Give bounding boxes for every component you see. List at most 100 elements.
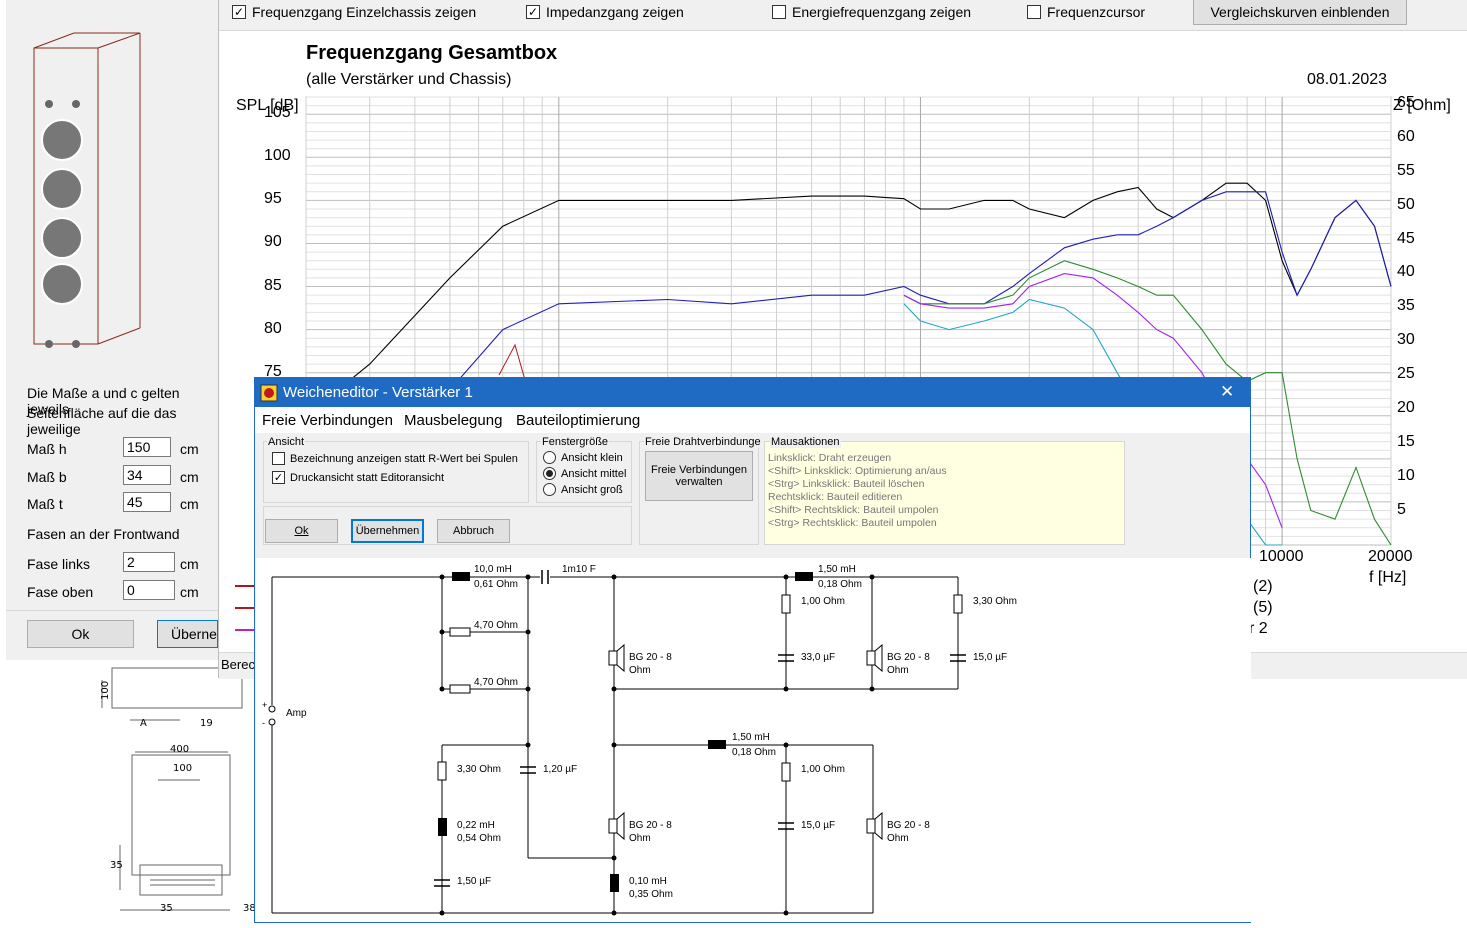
manage-connections-button[interactable]: Freie Verbindungen verwalten xyxy=(645,451,753,501)
ansicht-group xyxy=(263,441,529,503)
l1-r: 0,61 Ohm xyxy=(474,579,518,590)
info-line-2: Seitenfläche auf die das jeweilige xyxy=(27,405,177,437)
inductor-l2 xyxy=(438,818,447,836)
mass-t-input[interactable] xyxy=(123,492,171,512)
checkbox-icon[interactable] xyxy=(272,452,285,465)
mass-t-unit: cm xyxy=(180,496,199,512)
y2-tick: 65 xyxy=(1397,93,1415,111)
app-icon xyxy=(260,384,278,402)
mass-h-unit: cm xyxy=(180,441,199,457)
radio-gross[interactable]: Ansicht groß xyxy=(543,483,623,496)
y-tick: 90 xyxy=(264,233,282,251)
radio-klein-label: Ansicht klein xyxy=(561,451,623,464)
dim-19: 19 xyxy=(200,718,213,729)
dim-35a: 35 xyxy=(110,860,123,871)
cb-einzelchassis[interactable]: ✓ Frequenzgang Einzelchassis zeigen xyxy=(232,4,476,20)
radio-selected-icon[interactable] xyxy=(543,467,556,480)
c6-value: 15,0 µF xyxy=(801,820,835,831)
radio-mittel[interactable]: Ansicht mittel xyxy=(543,467,626,480)
spk2-line2: Ohm xyxy=(629,833,651,844)
opt-druckansicht[interactable]: ✓ Druckansicht statt Editoransicht xyxy=(272,471,444,484)
legend-swatch-2 xyxy=(235,607,255,609)
checkbox-icon[interactable] xyxy=(772,5,786,19)
y-tick: 80 xyxy=(264,319,282,337)
fase-links-label: Fase links xyxy=(27,556,91,572)
menu-bauteiloptimierung[interactable]: Bauteiloptimierung xyxy=(516,412,641,429)
y2-tick: 5 xyxy=(1397,501,1406,519)
cb-cursor[interactable]: Frequenzcursor xyxy=(1027,4,1145,20)
circuit-svg: +- Amp 10,0 mH 0,61 Ohm 1m10 F 4,70 Ohm … xyxy=(262,564,1017,916)
spk3-line2: Ohm xyxy=(887,665,909,676)
editor-cancel-button[interactable]: Abbruch xyxy=(437,519,510,543)
fase-oben-label: Fase oben xyxy=(27,584,94,600)
y2-tick: 15 xyxy=(1397,433,1415,451)
r3-value: 3,30 Ohm xyxy=(457,764,501,775)
cb-energie[interactable]: Energiefrequenzgang zeigen xyxy=(772,4,971,20)
opt-bezeichnung[interactable]: Bezeichnung anzeigen statt R-Wert bei Sp… xyxy=(272,452,518,465)
maus-line: <Strg> Linksklick: Bauteil löschen xyxy=(768,478,925,490)
dim-100a: 100 xyxy=(100,681,111,700)
l3-r: 0,35 Ohm xyxy=(629,889,673,900)
mass-t-label: Maß t xyxy=(27,496,63,512)
ok-button[interactable]: Ok xyxy=(27,620,134,648)
drawing-svg: 100 A 19 400 100 35 35 38 xyxy=(100,667,256,914)
cb-impedanz[interactable]: ✓ Impedanzgang zeigen xyxy=(526,4,684,20)
radio-icon[interactable] xyxy=(543,483,556,496)
spk3-line1: BG 20 - 8 xyxy=(887,652,930,663)
y-tick: 75 xyxy=(264,362,282,380)
series-line-1 xyxy=(369,191,1392,486)
l5-r: 0,18 Ohm xyxy=(732,747,776,758)
l4-r: 0,18 Ohm xyxy=(818,579,862,590)
inductor-l4 xyxy=(795,572,813,581)
radio-klein[interactable]: Ansicht klein xyxy=(543,451,623,464)
circuit-canvas[interactable]: + - Amp 10,0 mH 0,61 Ohm 1m10 F 4,70 Ohm … xyxy=(256,558,1251,922)
fase-links-input[interactable] xyxy=(123,552,175,572)
checkbox-icon[interactable]: ✓ xyxy=(526,5,540,19)
legend-fragment-2: (5) xyxy=(1253,599,1273,616)
divider xyxy=(6,610,218,611)
info-line-1: Die Maße a und c gelten jeweils xyxy=(27,385,180,417)
maus-list: Linksklick: Draht erzeugen <Shift> Links… xyxy=(768,452,947,530)
radio-icon[interactable] xyxy=(543,451,556,464)
x-tick-10000: 10000 xyxy=(1259,548,1304,565)
c3-value: 1,50 µF xyxy=(457,876,491,887)
c1-value: 1m10 F xyxy=(562,564,596,575)
mass-h-input[interactable] xyxy=(123,437,171,457)
editor-ok-button[interactable]: Ok xyxy=(265,519,338,543)
dim-38: 38 xyxy=(243,903,255,914)
checkbox-icon[interactable] xyxy=(1027,5,1041,19)
fase-oben-unit: cm xyxy=(180,584,199,600)
svg-text:+: + xyxy=(262,700,267,710)
l1-value: 10,0 mH xyxy=(474,564,512,575)
maus-line: <Shift> Linksklick: Optimierung an/aus xyxy=(768,465,947,477)
editor-menubar: Freie Verbindungen Mausbelegung Bauteilo… xyxy=(255,407,1250,433)
mass-b-input[interactable] xyxy=(123,465,171,485)
opt-druckansicht-label: Druckansicht statt Editoransicht xyxy=(290,471,445,484)
draht-title: Freie Drahtverbindunge xyxy=(644,436,762,448)
menu-mausbelegung[interactable]: Mausbelegung xyxy=(404,412,503,429)
y2-tick: 45 xyxy=(1397,229,1415,247)
inductor-l1 xyxy=(452,572,470,581)
apply-button[interactable]: Überne xyxy=(157,620,218,648)
checkbox-icon[interactable]: ✓ xyxy=(272,471,285,484)
dimensions-window: Die Maße a und c gelten jeweils Seitenfl… xyxy=(6,0,219,660)
close-icon[interactable]: ✕ xyxy=(1220,382,1235,401)
button-group xyxy=(263,506,632,545)
editor-titlebar: Weicheneditor - Verstärker 1 ✕ xyxy=(255,378,1250,407)
compare-curves-button[interactable]: Vergleichskurven einblenden xyxy=(1193,0,1407,25)
fase-oben-input[interactable] xyxy=(123,580,175,600)
editor-apply-button[interactable]: Übernehmen xyxy=(351,519,424,543)
y2-tick: 35 xyxy=(1397,297,1415,315)
technical-drawing: 100 A 19 400 100 35 35 38 xyxy=(40,660,256,923)
r1-value: 4,70 Ohm xyxy=(474,620,518,631)
radio-mittel-label: Ansicht mittel xyxy=(561,467,627,480)
l2-r: 0,54 Ohm xyxy=(457,833,501,844)
inductor-l3 xyxy=(610,874,619,892)
spk4-line1: BG 20 - 8 xyxy=(887,820,930,831)
status-text: Berec xyxy=(221,657,255,672)
mass-b-label: Maß b xyxy=(27,469,67,485)
chart-subtitle: (alle Verstärker und Chassis) xyxy=(306,71,512,88)
checkbox-icon[interactable]: ✓ xyxy=(232,5,246,19)
x-tick-20000: 20000 xyxy=(1368,548,1413,565)
menu-freie-verbindungen[interactable]: Freie Verbindungen xyxy=(262,412,393,429)
